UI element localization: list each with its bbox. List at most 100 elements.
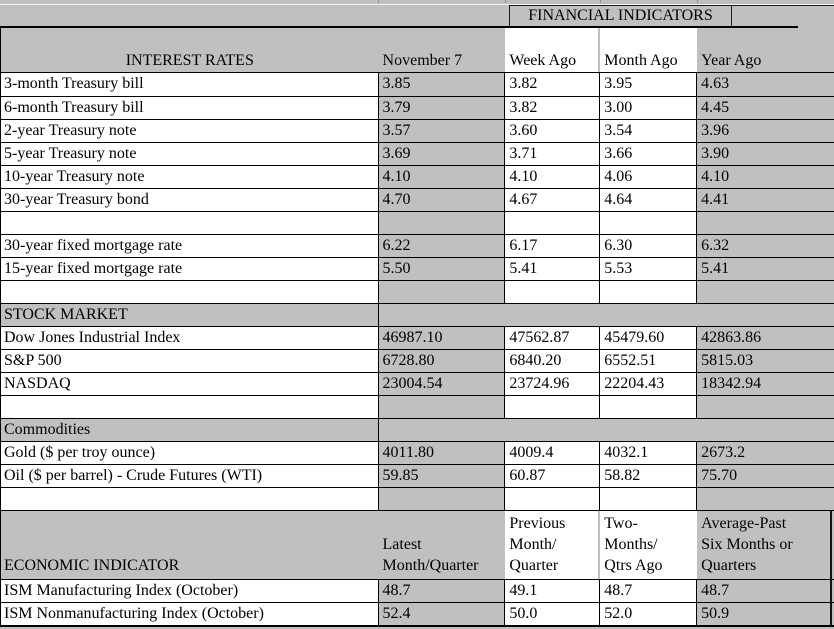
value-cell: 52.4 xyxy=(378,603,506,625)
row-label: 5-year Treasury note xyxy=(1,143,379,165)
empty-cell xyxy=(505,281,601,303)
value-cell: 42863.86 xyxy=(697,327,834,349)
table-row-3-month-tbill: 3-month Treasury bill 3.85 3.82 3.95 4.6… xyxy=(0,73,834,97)
stock-market-section-row: STOCK MARKET xyxy=(0,304,834,327)
value-cell: 3.90 xyxy=(697,143,834,165)
value-cell: 49.1 xyxy=(505,580,601,602)
row-label: 30-year fixed mortgage rate xyxy=(1,235,379,257)
row-label: Dow Jones Industrial Index xyxy=(1,327,379,349)
value-cell: 60.87 xyxy=(505,465,601,487)
title-row: FINANCIAL INDICATORS xyxy=(0,5,834,28)
page-title: FINANCIAL INDICATORS xyxy=(509,5,732,26)
value-cell: 3.69 xyxy=(378,143,506,165)
empty-cell xyxy=(600,281,698,303)
value-cell: 3.00 xyxy=(600,97,698,119)
value-cell: 3.66 xyxy=(600,143,698,165)
table-right-border xyxy=(830,603,832,625)
empty-cell xyxy=(600,396,698,418)
empty-cell xyxy=(378,281,506,303)
table-row-5-year-note: 5-year Treasury note 3.69 3.71 3.66 3.90 xyxy=(0,143,834,166)
value-cell: 52.0 xyxy=(600,603,698,625)
row-label: 10-year Treasury note xyxy=(1,166,379,188)
value-cell: 3.54 xyxy=(600,120,698,142)
column-header-previous: Previous Month/ Quarter xyxy=(505,511,601,579)
row-label: 30-year Treasury bond xyxy=(1,189,379,211)
value-cell: 23004.54 xyxy=(378,373,506,395)
interest-rates-header-row: INTEREST RATES November 7 Week Ago Month… xyxy=(0,28,834,73)
empty-cell xyxy=(378,212,506,234)
value-cell: 3.60 xyxy=(505,120,601,142)
title-underline xyxy=(0,26,798,28)
gridline xyxy=(505,0,506,3)
value-cell: 6.30 xyxy=(600,235,698,257)
column-header-two-months: Two- Months/ Qtrs Ago xyxy=(600,511,698,579)
empty-cell xyxy=(505,396,601,418)
row-label: 15-year fixed mortgage rate xyxy=(1,258,379,280)
value-cell: 3.95 xyxy=(600,73,698,96)
spacer-row xyxy=(0,396,834,419)
value-cell: 48.7 xyxy=(378,580,506,602)
empty-cell xyxy=(505,488,601,510)
empty-cell xyxy=(697,488,834,510)
value-cell: 4.10 xyxy=(505,166,601,188)
value-cell: 6552.51 xyxy=(600,350,698,372)
value-cell: 3.79 xyxy=(378,97,506,119)
value-cell: 22204.43 xyxy=(600,373,698,395)
section-title-interest-rates: INTEREST RATES xyxy=(125,52,254,69)
value-cell: 4011.80 xyxy=(378,442,506,464)
row-label: S&P 500 xyxy=(1,350,379,372)
value-cell: 18342.94 xyxy=(697,373,834,395)
spacer-row xyxy=(0,281,834,304)
commodities-section-row: Commodities xyxy=(0,419,834,442)
table-row-6-month-tbill: 6-month Treasury bill 3.79 3.82 3.00 4.4… xyxy=(0,97,834,120)
value-cell: 50.9 xyxy=(697,603,834,625)
value-cell: 5.41 xyxy=(697,258,834,280)
column-header-week-ago: Week Ago xyxy=(505,28,601,72)
value-cell: 4.45 xyxy=(697,97,834,119)
value-cell: 3.96 xyxy=(697,120,834,142)
table-row-sp500: S&P 500 6728.80 6840.20 6552.51 5815.03 xyxy=(0,350,834,373)
value-cell: 3.57 xyxy=(378,120,506,142)
value-cell: 4032.1 xyxy=(600,442,698,464)
row-label: Gold ($ per troy ounce) xyxy=(1,442,379,464)
value-cell: 5.50 xyxy=(378,258,506,280)
value-cell: 46987.10 xyxy=(378,327,506,349)
table-row-ism-manufacturing: ISM Manufacturing Index (October) 48.7 4… xyxy=(0,580,834,603)
value-cell: 4.10 xyxy=(697,166,834,188)
column-header-november-7: November 7 xyxy=(382,52,463,69)
table-row-gold: Gold ($ per troy ounce) 4011.80 4009.4 4… xyxy=(0,442,834,465)
value-cell: 23724.96 xyxy=(505,373,601,395)
section-title-economic-indicator: ECONOMIC INDICATOR xyxy=(4,557,180,574)
value-cell: 48.7 xyxy=(600,580,698,602)
table-row-30-year-mortgage: 30-year fixed mortgage rate 6.22 6.17 6.… xyxy=(0,235,834,258)
column-header-month-ago: Month Ago xyxy=(600,28,698,72)
value-cell: 6.32 xyxy=(697,235,834,257)
value-cell: 3.82 xyxy=(505,97,601,119)
value-cell: 4.06 xyxy=(600,166,698,188)
value-cell: 4.63 xyxy=(697,73,834,96)
empty-cell xyxy=(600,212,698,234)
value-cell: 58.82 xyxy=(600,465,698,487)
value-cell: 45479.60 xyxy=(600,327,698,349)
value-cell: 4009.4 xyxy=(505,442,601,464)
row-label: 2-year Treasury note xyxy=(1,120,379,142)
value-cell: 2673.2 xyxy=(697,442,834,464)
empty-cell xyxy=(1,212,379,234)
value-cell: 5.41 xyxy=(505,258,601,280)
row-label: 6-month Treasury bill xyxy=(1,97,379,119)
value-cell: 4.10 xyxy=(378,166,506,188)
table-row-ism-nonmanufacturing: ISM Nonmanufacturing Index (October) 52.… xyxy=(0,603,834,627)
gridline xyxy=(378,0,379,3)
empty-cell xyxy=(1,396,379,418)
value-cell: 4.70 xyxy=(378,189,506,211)
table-row-nasdaq: NASDAQ 23004.54 23724.96 22204.43 18342.… xyxy=(0,373,834,396)
spacer-row xyxy=(0,212,834,235)
table-right-border xyxy=(830,580,832,602)
value-cell: 50.0 xyxy=(505,603,601,625)
value-cell: 75.70 xyxy=(697,465,834,487)
value-cell: 4.67 xyxy=(505,189,601,211)
table-row-30-year-bond: 30-year Treasury bond 4.70 4.67 4.64 4.4… xyxy=(0,189,834,212)
column-header-year-ago: Year Ago xyxy=(701,52,762,69)
spreadsheet-partial-row xyxy=(0,0,834,5)
